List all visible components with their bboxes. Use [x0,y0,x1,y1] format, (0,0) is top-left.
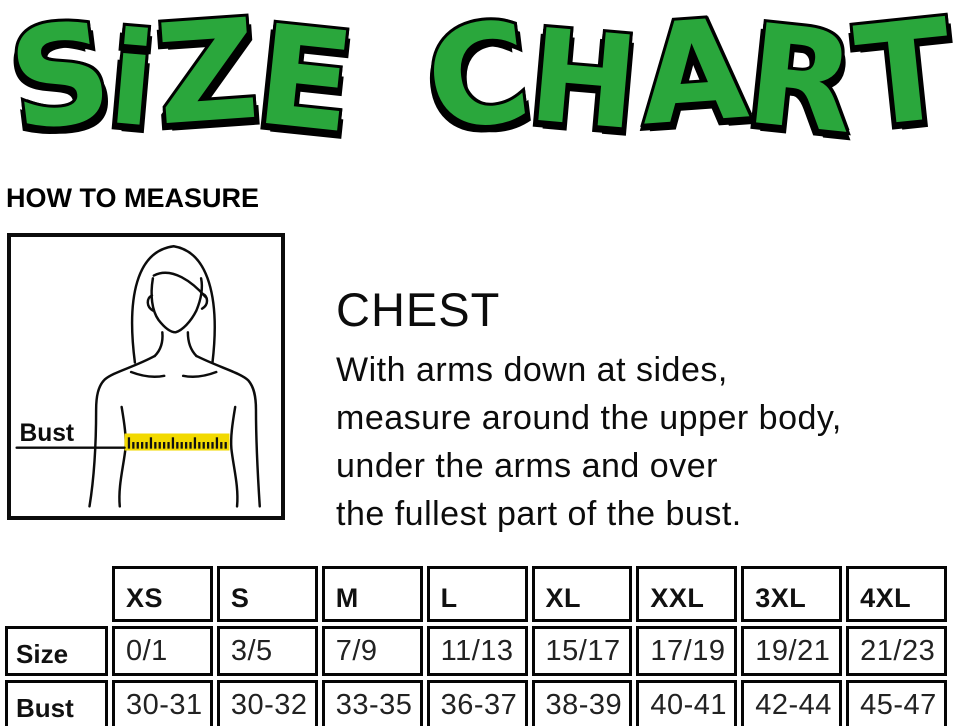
size-column-header: XXL [636,566,738,622]
left-ear [146,294,155,312]
size-value-cell: 7/9 [321,626,423,676]
left-collarbone-line [129,370,166,378]
title-letter: H [521,0,649,162]
right-shoulder-arm-line [195,354,261,508]
row-label: Size [5,626,108,676]
table-row: Bust 30-31 30-32 33-35 36-37 38-39 40-41 42-44 4… [5,680,947,726]
table-row: Size 0/1 3/5 7/9 11/13 15/17 17/19 19/21 21/23 [5,626,947,676]
right-ear [200,292,209,310]
size-column-header: XL [531,566,633,622]
table-corner-empty [5,566,108,622]
chest-instruction-line: the fullest part of the bust. [336,495,742,533]
hair-outline [130,244,216,364]
row-label: Bust [5,680,108,726]
title-letter: R [737,0,868,168]
size-value-cell: 15/17 [531,626,633,676]
size-value-cell: 21/23 [846,626,947,676]
size-column-header: XS [112,566,213,622]
chest-instruction-line: under the arms and over [336,447,718,485]
size-value-cell: 30-31 [112,680,213,726]
title-letter: C [416,0,544,166]
title-letter: A [631,0,757,160]
size-value-cell: 0/1 [112,626,213,676]
size-column-header: M [321,566,423,622]
size-value-cell: 19/21 [741,626,843,676]
size-column-header: 4XL [846,566,947,622]
chest-instruction-lines: With arms down at sides, measure around t… [336,346,936,538]
size-value-cell: 17/19 [636,626,738,676]
size-table: XS S M L XL XXL 3XL 4XL Size 0/1 3/5 7/9 11/13 15/17… [1,562,951,726]
torso-left-line [118,405,127,508]
title-letter: Z [149,0,268,159]
size-value-cell: 42-44 [741,680,843,726]
size-column-header: L [426,566,528,622]
chest-instruction-line: measure around the upper body, [336,399,842,437]
tape-ruler-ticks [127,437,227,449]
measurement-figure-box: Bust [7,233,285,520]
chest-heading: CHEST [336,283,501,336]
woman-figure-illustration: Bust [15,244,261,508]
bust-label: Bust [20,420,75,447]
size-column-header: S [216,566,318,622]
size-value-cell: 36-37 [426,680,528,726]
neck-right-line [186,331,198,358]
size-value-cell: 30-32 [216,680,318,726]
how-to-measure-heading: HOW TO MEASURE [6,183,260,213]
right-collarbone-line [181,370,218,378]
size-value-cell: 3/5 [216,626,318,676]
neck-left-line [153,331,164,358]
size-value-cell: 33-35 [321,680,423,726]
torso-right-line [229,405,239,508]
left-shoulder-arm-line [88,354,156,508]
size-value-cell: 45-47 [846,680,947,726]
size-column-header: 3XL [741,566,843,622]
size-value-cell: 11/13 [426,626,528,676]
title-letter: T [846,0,953,162]
fringe-line [152,271,208,299]
title-letter: E [247,0,366,168]
chest-instruction-line: With arms down at sides, [336,351,728,389]
size-value-cell: 38-39 [531,680,633,726]
chest-instructions: CHEST With arms down at sides, measure ar… [336,284,936,538]
title-letter: S [0,0,124,166]
size-value-cell: 40-41 [636,680,738,726]
